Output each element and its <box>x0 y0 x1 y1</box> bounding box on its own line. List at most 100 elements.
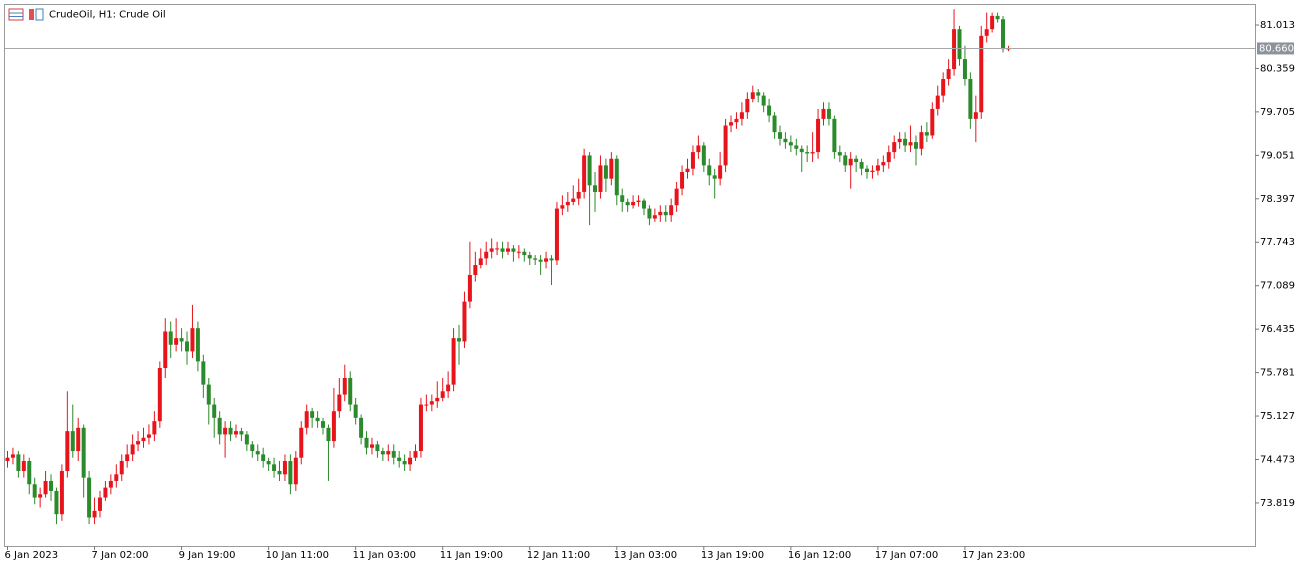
candle-body <box>429 401 434 405</box>
candle-body <box>489 248 494 252</box>
candle-body <box>70 431 75 452</box>
y-tick-label: 79.051 <box>1260 150 1295 161</box>
candle-body <box>440 391 445 398</box>
candle-body <box>788 142 793 146</box>
candle-body <box>206 384 211 405</box>
candle-body <box>21 461 26 471</box>
candle-body <box>957 29 962 60</box>
candle-body <box>582 155 587 192</box>
candle-body <box>43 480 48 495</box>
candle-body <box>500 248 505 252</box>
candle-body <box>108 480 113 488</box>
candle-body <box>146 434 151 438</box>
candle-body <box>331 411 336 442</box>
candle-body <box>843 155 848 166</box>
candle-body <box>65 431 70 471</box>
candle-body <box>647 208 652 219</box>
candle-body <box>250 444 255 452</box>
x-tick-label: 13 Jan 19:00 <box>701 550 764 561</box>
y-tick-label: 76.435 <box>1260 324 1295 335</box>
candle-body <box>1001 19 1006 50</box>
candle-body <box>913 142 918 149</box>
candle-body <box>870 170 875 173</box>
candle-body <box>565 201 570 206</box>
candle-body <box>527 255 532 259</box>
candle-body <box>941 79 946 96</box>
candle-body <box>641 200 646 209</box>
candle-body <box>103 487 108 498</box>
candle-body <box>538 259 543 262</box>
candle-body <box>380 451 385 455</box>
candle-body <box>832 118 837 153</box>
y-tick-label: 77.743 <box>1260 237 1295 248</box>
candle-body <box>739 112 744 119</box>
icon-bar <box>35 8 44 21</box>
x-tick-label: 13 Jan 03:00 <box>614 550 677 561</box>
y-tick-label: 80.359 <box>1260 63 1295 74</box>
candle-body <box>201 361 206 385</box>
candle-body <box>38 494 43 498</box>
candle-body <box>816 118 821 153</box>
candle-body <box>185 341 190 352</box>
candle-body <box>729 122 734 126</box>
candle-body <box>359 417 364 438</box>
candle-body <box>777 132 782 139</box>
y-tick-label: 73.819 <box>1260 498 1295 509</box>
candle-body <box>87 477 92 518</box>
candle-body <box>375 444 380 452</box>
candle-body <box>712 175 717 179</box>
candle-body <box>962 59 967 80</box>
candle-body <box>233 431 238 435</box>
candle-body <box>799 148 804 153</box>
candle-body <box>625 201 630 206</box>
candle-body <box>277 470 282 475</box>
candle-body <box>484 251 489 259</box>
candle-body <box>152 421 157 435</box>
candle-body <box>293 457 298 485</box>
candle-body <box>865 168 870 173</box>
candle-body <box>511 248 516 252</box>
candle-body <box>886 152 891 163</box>
candle-body <box>875 165 880 171</box>
candle-body <box>304 411 309 428</box>
candle-body <box>881 162 886 166</box>
last-price-box <box>1257 42 1294 55</box>
candle-body <box>952 29 957 70</box>
candle-body <box>859 162 864 169</box>
x-tick-label: 6 Jan 2023 <box>5 550 59 561</box>
candle-body <box>288 461 293 485</box>
y-tick-label: 77.089 <box>1260 281 1295 292</box>
candle-body <box>457 338 462 342</box>
candle-body <box>119 461 124 475</box>
candle-body <box>593 185 598 192</box>
candle-body <box>690 152 695 169</box>
candle-body <box>435 397 440 402</box>
candle-body <box>97 497 102 511</box>
x-tick-label: 10 Jan 11:00 <box>266 550 329 561</box>
candle-body <box>533 258 538 260</box>
candle-body <box>174 338 179 345</box>
candle-body <box>614 158 619 196</box>
candle-body <box>750 92 755 99</box>
candle-body <box>76 427 81 452</box>
candle-body <box>892 142 897 153</box>
candle-body <box>467 275 472 302</box>
candle-body <box>59 470 64 515</box>
candle-body <box>81 427 86 478</box>
candle-body <box>272 464 277 471</box>
candle-body <box>369 444 374 448</box>
candle-body <box>141 437 146 442</box>
symbol-icons <box>8 8 44 21</box>
candle-body <box>658 211 663 216</box>
candle-body <box>413 451 418 458</box>
y-tick-label: 81.013 <box>1260 20 1295 31</box>
candle-body <box>239 431 244 435</box>
candle-body <box>685 168 690 173</box>
candle-body <box>244 434 249 445</box>
candle-body <box>255 451 260 455</box>
icon-bar <box>29 9 34 20</box>
candle-body <box>919 132 924 149</box>
candle-body <box>576 191 581 199</box>
candle-body <box>505 248 510 252</box>
